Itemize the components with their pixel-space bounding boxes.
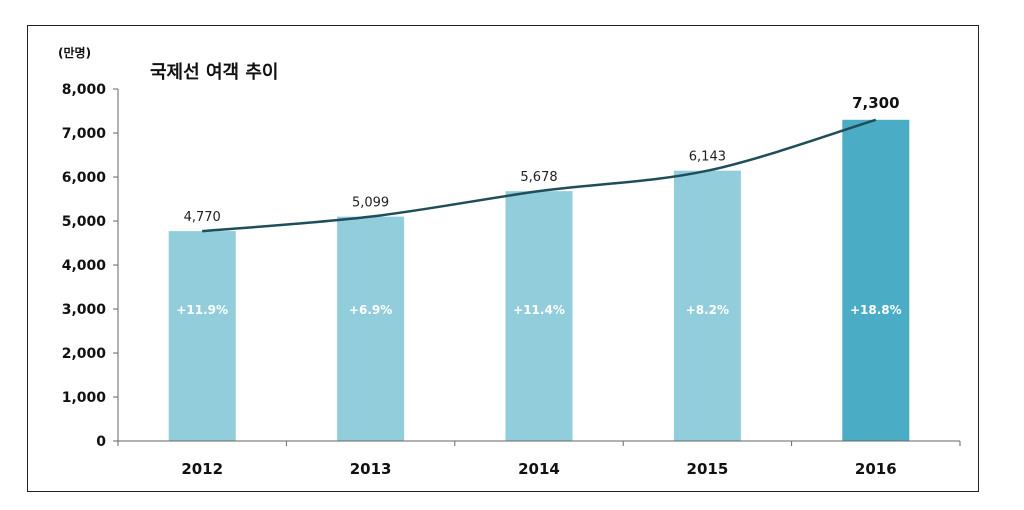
data-labels: 4,770 +11.9% 5,099 +6.9% 5,678 +11.4% 6,143 +8.… [176, 94, 901, 317]
y-tick-label: 6,000 [62, 170, 107, 186]
bar-2014 [505, 191, 573, 441]
growth-label: +11.4% [513, 303, 565, 317]
trend-line [202, 118, 877, 233]
growth-label: +18.8% [850, 303, 902, 317]
y-tick-label: 5,000 [62, 214, 107, 230]
chart-frame: (만명) 국제선 여객 추이 0 1,000 2,000 3,000 4,000 5,00… [27, 25, 979, 492]
bars [168, 119, 910, 442]
value-label: 5,678 [520, 170, 557, 185]
x-tick-label: 2012 [181, 460, 223, 478]
value-label: 6,143 [689, 150, 726, 165]
bar-2013 [337, 216, 405, 441]
x-tick-label: 2015 [687, 460, 729, 478]
y-unit-label: (만명) [58, 45, 91, 60]
growth-label: +11.9% [176, 303, 228, 317]
x-tick-label: 2013 [350, 460, 392, 478]
y-tick-label: 8,000 [62, 82, 107, 98]
value-label: 5,099 [352, 196, 389, 211]
x-tick-label: 2016 [855, 460, 897, 478]
y-tick-label: 4,000 [62, 258, 107, 274]
growth-label: +8.2% [686, 303, 729, 317]
y-tick-label: 2,000 [62, 346, 107, 362]
value-label: 7,300 [852, 94, 899, 112]
bar-chart: (만명) 국제선 여객 추이 0 1,000 2,000 3,000 4,000 5,00… [58, 45, 961, 478]
y-tick-label: 0 [96, 434, 106, 450]
y-tick-label: 3,000 [62, 302, 107, 318]
bar-2012 [168, 231, 236, 441]
chart-title: 국제선 여객 추이 [150, 62, 278, 83]
y-tick-label: 7,000 [62, 126, 107, 142]
growth-label: +6.9% [349, 303, 392, 317]
value-label: 4,770 [184, 210, 221, 225]
y-axis: 0 1,000 2,000 3,000 4,000 5,000 6,000 7,000 8,00… [62, 82, 119, 450]
bar-2016 [842, 119, 910, 442]
bar-2015 [673, 170, 741, 441]
x-tick-label: 2014 [518, 460, 560, 478]
y-tick-label: 1,000 [62, 390, 107, 406]
x-axis: 2012 2013 2014 2015 2016 [117, 440, 961, 478]
